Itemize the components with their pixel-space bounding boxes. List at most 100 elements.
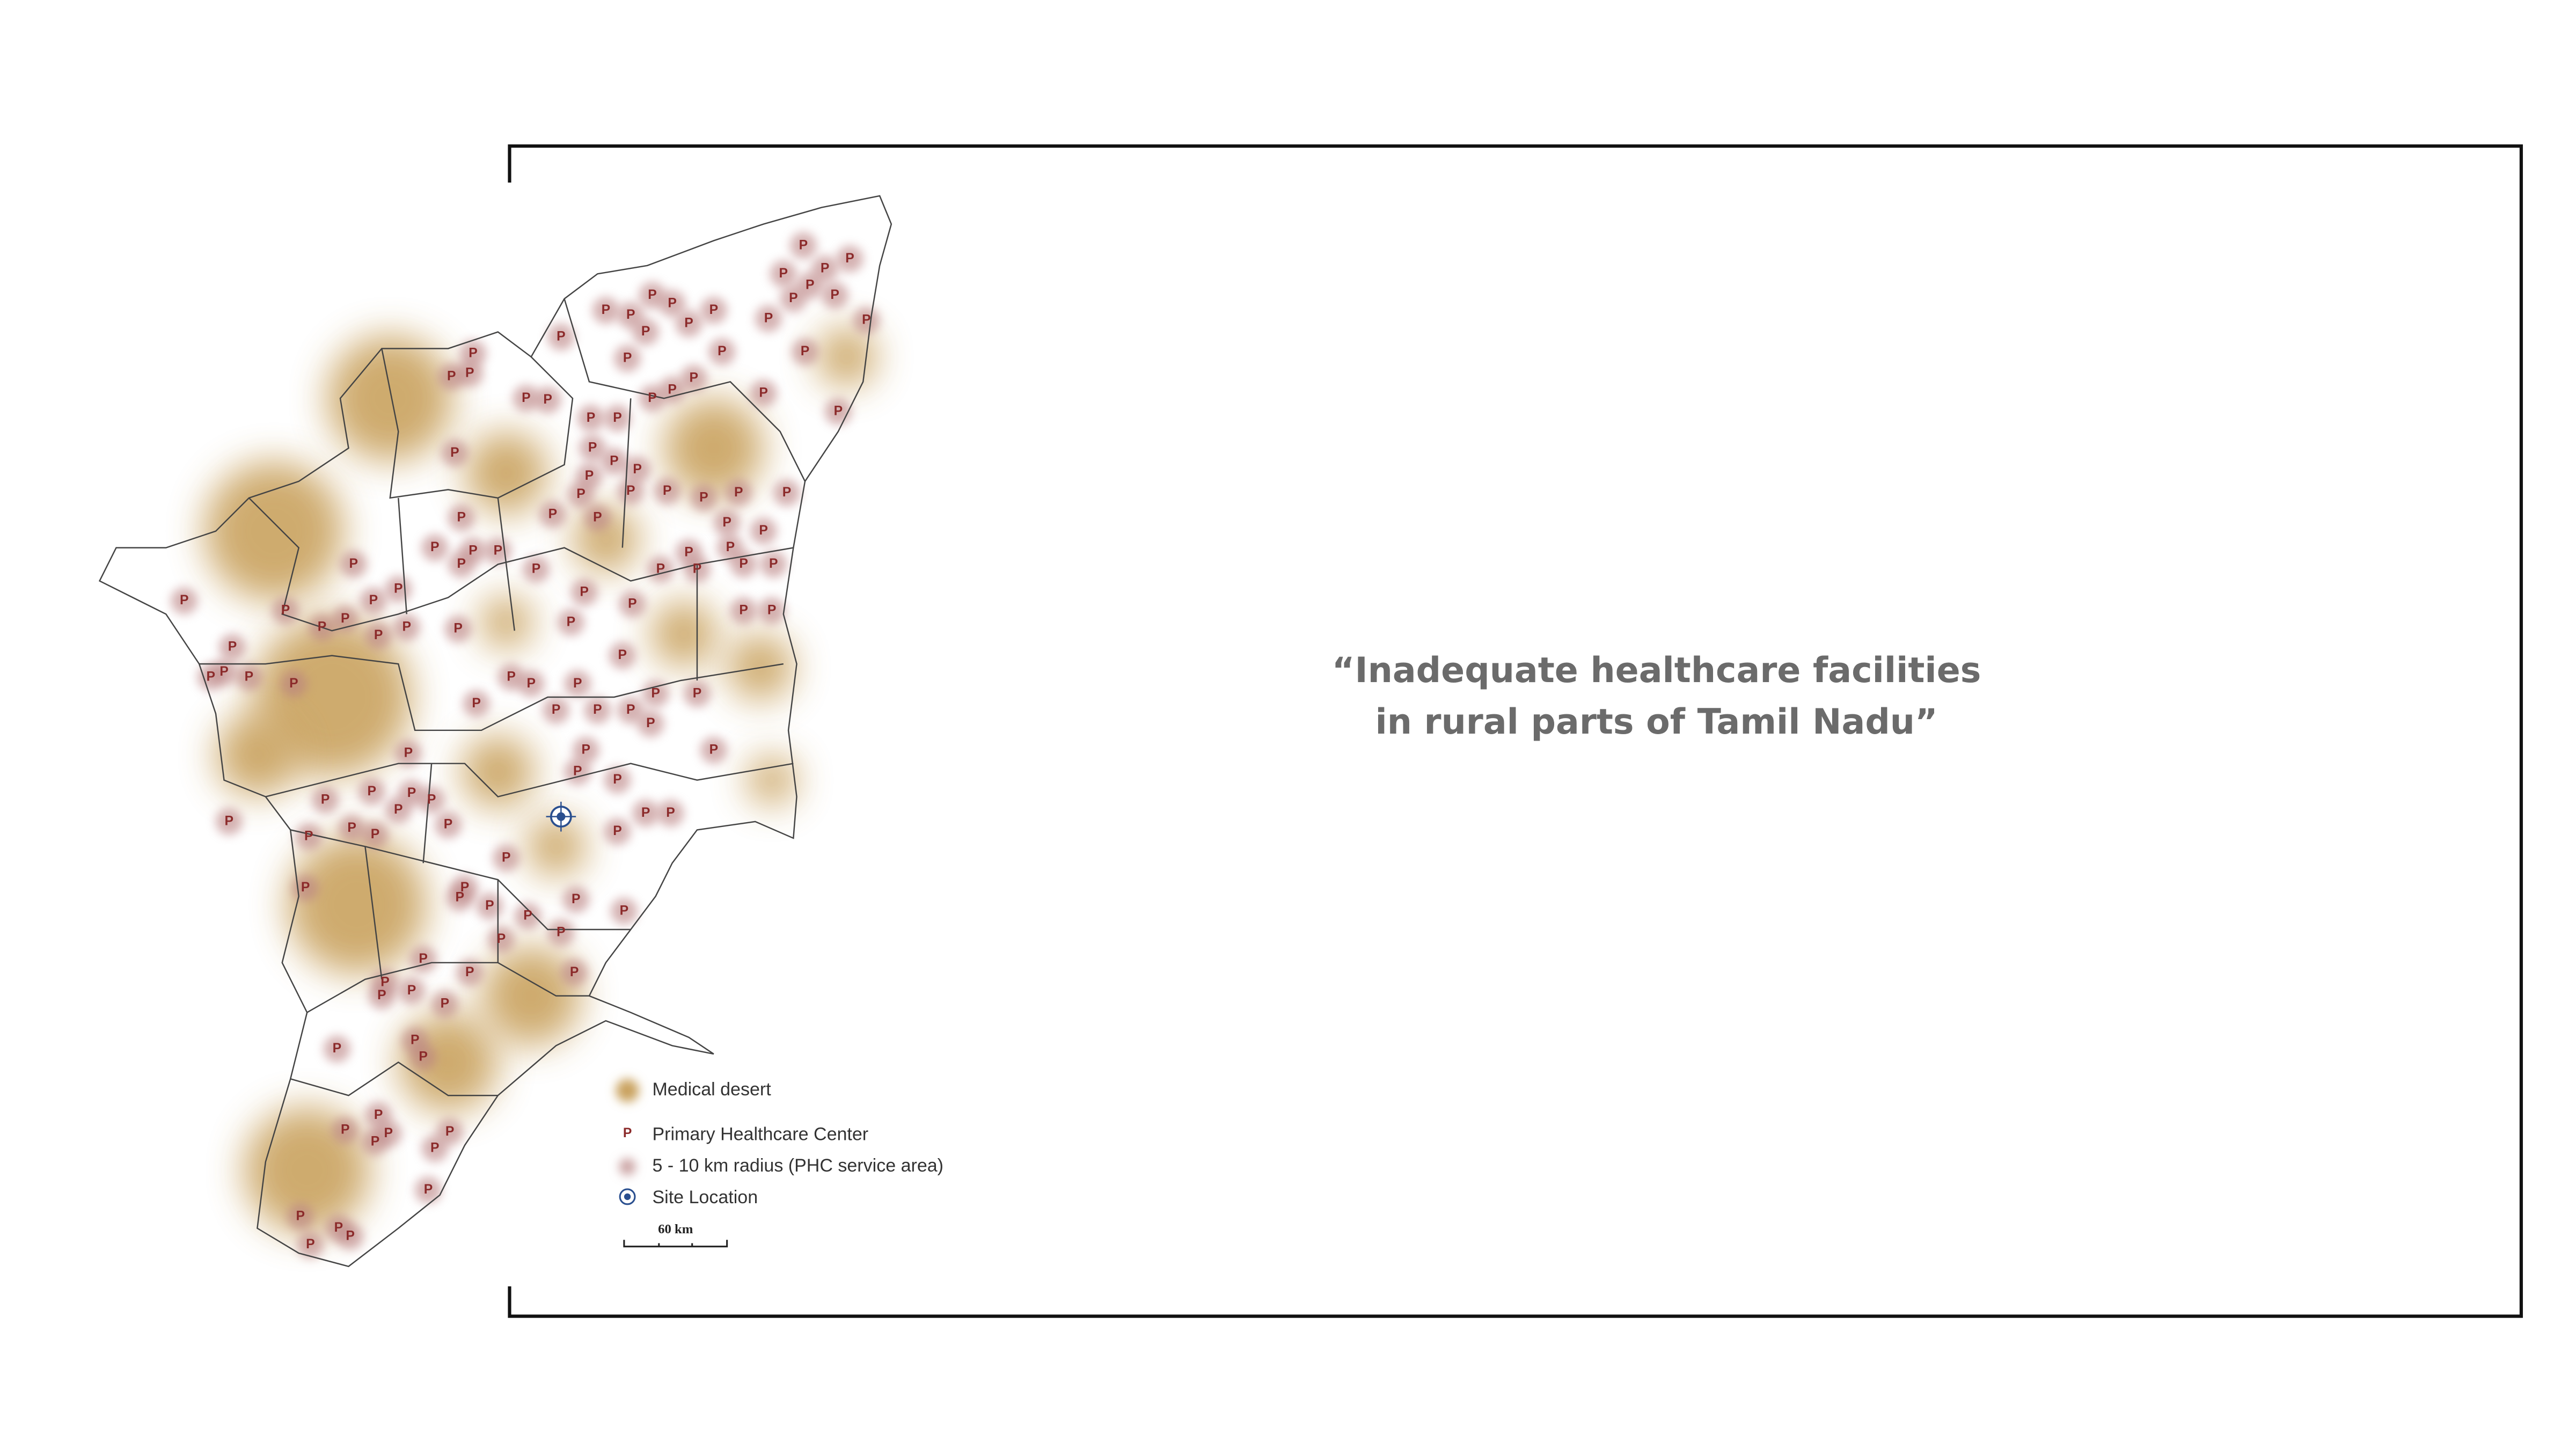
medical-desert xyxy=(650,601,718,668)
quote-line: “Inadequate healthcare facilities xyxy=(1332,650,1981,691)
phc-label: P xyxy=(759,386,768,400)
phc-label: P xyxy=(453,621,462,636)
phc-service-area xyxy=(604,766,631,794)
phc-service-area xyxy=(547,919,575,946)
phc-service-area xyxy=(444,616,472,642)
phc-label: P xyxy=(341,1123,350,1137)
phc-service-area xyxy=(534,386,561,414)
phc-service-area xyxy=(336,1223,364,1250)
phc-service-area xyxy=(658,290,686,317)
phc-label: P xyxy=(799,238,808,252)
phc-label: P xyxy=(430,1141,440,1155)
phc-service-area xyxy=(395,740,422,767)
phc-label: P xyxy=(834,404,843,419)
phc-service-area xyxy=(435,811,462,838)
phc-service-area xyxy=(398,977,425,1005)
phc-label: P xyxy=(494,543,503,558)
phc-label: P xyxy=(465,365,474,380)
phc-service-area xyxy=(642,680,669,707)
phc-label: P xyxy=(427,792,436,807)
phc-service-area xyxy=(324,1035,350,1063)
phc-service-area xyxy=(700,297,727,324)
phc-label: P xyxy=(485,898,494,913)
phc-label: P xyxy=(219,664,229,679)
phc-label: P xyxy=(380,975,390,989)
phc-service-area xyxy=(639,385,666,412)
phc-label: P xyxy=(726,540,735,554)
phc-service-area xyxy=(421,1135,449,1162)
phc-label: P xyxy=(684,545,693,559)
phc-halos xyxy=(171,232,880,1258)
phc-label: P xyxy=(602,303,610,317)
phc-service-area xyxy=(441,440,469,467)
phc-label: P xyxy=(402,620,411,634)
phc-label: P xyxy=(709,303,719,317)
phc-service-area xyxy=(558,609,584,636)
phc-service-area xyxy=(513,385,540,412)
phc-service-area xyxy=(730,597,757,624)
phc-label: P xyxy=(321,792,330,807)
phc-label: P xyxy=(289,676,298,691)
phc-label: P xyxy=(225,814,234,828)
scale-label: 60 km xyxy=(658,1222,693,1236)
phc-label: P xyxy=(587,411,596,425)
phc-service-area xyxy=(365,622,392,649)
phc-service-area xyxy=(415,1176,442,1204)
phc-service-area xyxy=(647,556,674,583)
phc-label: P xyxy=(593,702,602,717)
phc-label: P xyxy=(593,510,602,524)
phc-label: P xyxy=(699,490,708,504)
phc-markers: P P P P P P P P P P P P P P P P P P P P P P P P P P P P P P P P P P P P P P P P… xyxy=(180,238,871,1252)
phc-label: P xyxy=(845,251,854,266)
legend-swatch xyxy=(619,1158,636,1175)
phc-service-area xyxy=(517,670,545,697)
phc-label: P xyxy=(460,880,470,895)
phc-label: P xyxy=(759,523,768,538)
phc-service-area xyxy=(684,680,711,707)
phc-service-area xyxy=(654,478,681,505)
phc-label: P xyxy=(585,469,594,483)
phc-label: P xyxy=(656,561,665,576)
phc-label: P xyxy=(613,411,622,425)
phc-service-area xyxy=(690,485,718,511)
phc-label: P xyxy=(207,669,216,684)
phc-label: P xyxy=(369,593,378,608)
phc-service-area xyxy=(639,282,666,309)
legend-label: 5 - 10 km radius (PHC service area) xyxy=(652,1155,943,1176)
phc-label: P xyxy=(573,764,582,779)
phc-label: P xyxy=(862,312,871,327)
phc-label: P xyxy=(641,324,650,339)
phc-label: P xyxy=(441,997,450,1011)
phc-service-area xyxy=(680,365,707,392)
phc-service-area xyxy=(750,380,777,407)
phc-service-area xyxy=(368,982,396,1009)
phc-label: P xyxy=(613,772,622,787)
phc-service-area xyxy=(592,297,619,324)
legend-swatch xyxy=(616,1079,639,1102)
phc-label: P xyxy=(349,557,358,571)
phc-label: P xyxy=(668,382,677,397)
phc-label: P xyxy=(573,676,582,691)
phc-service-area xyxy=(700,737,727,764)
phc-label: P xyxy=(497,932,506,946)
phc-service-area xyxy=(836,245,863,273)
phc-service-area xyxy=(446,884,473,911)
phc-label: P xyxy=(623,351,632,365)
phc-label: P xyxy=(341,611,350,626)
phc-label: P xyxy=(445,1124,455,1139)
phc-label: P xyxy=(613,824,622,838)
phc-service-area xyxy=(448,504,475,531)
site-marker xyxy=(546,801,576,832)
phc-label: P xyxy=(801,344,810,358)
phc-service-area xyxy=(564,670,591,697)
phc-service-area xyxy=(332,1117,359,1144)
phc-label: P xyxy=(368,784,377,799)
phc-label: P xyxy=(374,628,383,642)
phc-service-area xyxy=(755,305,782,332)
phc-service-area xyxy=(418,786,445,814)
quote-line: in rural parts of Tamil Nadu” xyxy=(1375,702,1937,742)
phc-service-area xyxy=(358,778,385,805)
phc-label: P xyxy=(557,925,566,940)
phc-label: P xyxy=(371,827,380,841)
phc-service-area xyxy=(312,786,339,814)
